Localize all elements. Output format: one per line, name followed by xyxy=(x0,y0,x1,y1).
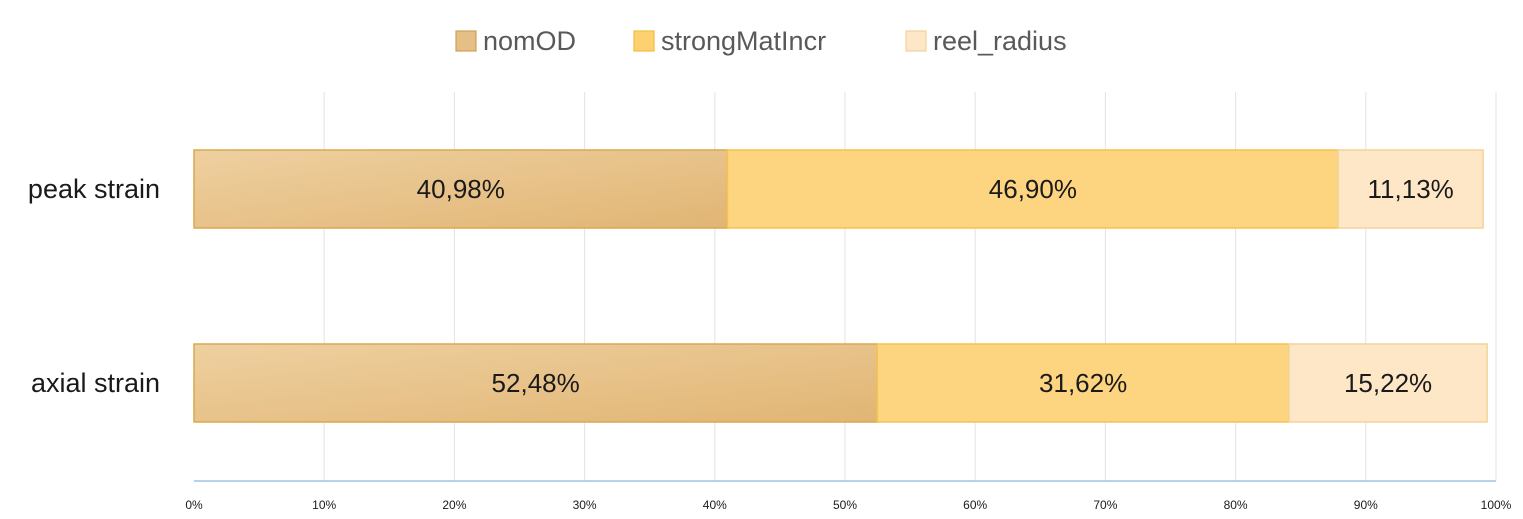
data-label: 46,90% xyxy=(989,174,1077,204)
bar-segment-reel_radius xyxy=(1288,343,1488,423)
legend-label-nomOD: nomOD xyxy=(483,26,576,56)
data-label: 15,22% xyxy=(1344,368,1432,398)
bars: 40,98% 46,90% 11,13% 52,48% 31,62% 15,22% xyxy=(193,149,1488,423)
category-labels: peak strain axial strain xyxy=(28,174,160,398)
x-tick-labels: 0% 10% 20% 30% 40% 50% 60% 70% 80% 90% 100% xyxy=(185,498,1511,512)
category-label: peak strain xyxy=(28,174,160,204)
x-tick-label: 100% xyxy=(1481,498,1512,512)
data-label: 11,13% xyxy=(1368,174,1454,204)
x-tick-label: 90% xyxy=(1354,498,1378,512)
x-tick-label: 0% xyxy=(185,498,203,512)
category-label: axial strain xyxy=(31,368,160,398)
x-tick-label: 10% xyxy=(312,498,336,512)
x-tick-label: 40% xyxy=(703,498,727,512)
data-label: 31,62% xyxy=(1039,368,1127,398)
data-label: 52,48% xyxy=(492,368,580,398)
x-tick-label: 30% xyxy=(573,498,597,512)
x-tick-label: 80% xyxy=(1224,498,1248,512)
legend-swatch-strongMatIncr xyxy=(633,30,655,52)
legend-swatch-reel_radius xyxy=(905,30,927,52)
legend-swatch-nomOD xyxy=(455,30,477,52)
legend-label-reel_radius: reel_radius xyxy=(933,26,1067,56)
x-tick-label: 50% xyxy=(833,498,857,512)
legend: nomOD strongMatIncr reel_radius xyxy=(455,26,1067,56)
x-tick-label: 60% xyxy=(963,498,987,512)
legend-label-strongMatIncr: strongMatIncr xyxy=(661,26,826,56)
bar-segment-strongMatIncr xyxy=(876,343,1290,423)
x-tick-label: 70% xyxy=(1093,498,1117,512)
bar-segment-strongMatIncr xyxy=(726,149,1339,229)
bar-segment-nomOD xyxy=(193,343,879,423)
data-label: 40,98% xyxy=(417,174,505,204)
x-tick-label: 20% xyxy=(442,498,466,512)
bar-segment-reel_radius xyxy=(1337,149,1484,229)
